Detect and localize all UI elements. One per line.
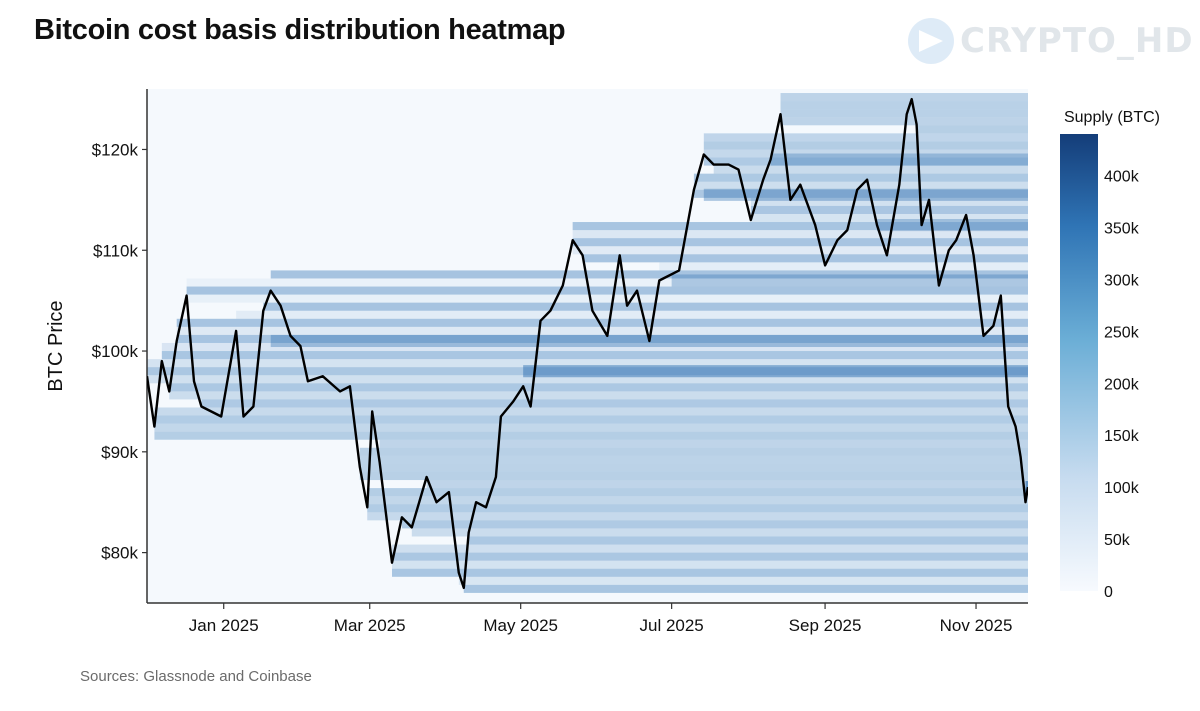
heat-band — [379, 439, 1028, 448]
heat-band — [176, 326, 1028, 335]
heat-band — [572, 230, 1028, 239]
heat-band — [458, 576, 1028, 585]
heat-band — [750, 205, 1028, 214]
heat-band — [154, 423, 1028, 432]
heat-band — [154, 415, 1028, 424]
x-tick-label: Jan 2025 — [189, 616, 259, 635]
heat-band — [703, 157, 1028, 166]
colorbar-tick-label: 100k — [1104, 480, 1140, 497]
heat-band — [391, 560, 1028, 569]
heat-band — [176, 334, 1028, 343]
heat-band — [391, 544, 1028, 553]
heat-band — [367, 496, 1028, 505]
heat-band — [750, 213, 1028, 223]
colorbar-tick-label: 300k — [1104, 272, 1140, 289]
heat-band — [750, 197, 1028, 206]
heat-band — [780, 117, 1028, 126]
heat-band — [693, 189, 1028, 198]
colorbar-tick-label: 400k — [1104, 169, 1140, 186]
heat-band — [703, 149, 1028, 158]
heat-band — [186, 294, 1028, 303]
heat-band-strong — [523, 365, 1028, 378]
x-tick-label: Sep 2025 — [789, 616, 862, 635]
heat-band — [263, 302, 1028, 311]
heat-band — [201, 399, 1028, 408]
x-tick-label: Jul 2025 — [639, 616, 703, 635]
heat-band — [916, 125, 1028, 134]
heat-band — [401, 520, 1028, 529]
heat-band — [367, 512, 1028, 521]
chart-title: Bitcoin cost basis distribution heatmap — [34, 14, 566, 46]
y-tick-label: $120k — [92, 140, 139, 159]
heat-band — [468, 536, 1028, 545]
telegram-plane-icon — [908, 18, 954, 64]
heat-band — [780, 109, 1028, 118]
colorbar-tick-label: 150k — [1104, 428, 1140, 445]
heat-band — [154, 431, 1028, 440]
heat-band — [572, 222, 1028, 231]
heat-band — [713, 165, 1028, 174]
heat-band — [359, 463, 1028, 472]
heat-band — [780, 101, 1028, 110]
heat-band — [236, 310, 1028, 319]
watermark: CRYPTO_HD — [908, 18, 1194, 64]
y-axis-label: BTC Price — [45, 300, 67, 391]
cost-basis-heat-layer — [147, 89, 1028, 603]
heat-band — [176, 318, 1028, 327]
colorbar-tick-label: 200k — [1104, 376, 1140, 393]
colorbar-tick-label: 0 — [1104, 584, 1113, 601]
price-line — [147, 97, 1028, 590]
heat-band — [147, 367, 1028, 376]
heat-band — [186, 286, 1028, 295]
heat-band — [161, 351, 1028, 360]
heat-band — [147, 375, 1028, 384]
heat-band — [411, 528, 1028, 537]
heat-band — [154, 407, 1028, 416]
heat-band — [359, 455, 1028, 464]
heat-band — [391, 552, 1028, 561]
heat-band — [426, 480, 1028, 489]
y-tick-label: $110k — [93, 241, 139, 260]
heat-band — [367, 504, 1028, 513]
y-tick-label: $100k — [92, 342, 139, 361]
heat-band — [693, 173, 1028, 182]
heat-band — [582, 254, 1028, 263]
heat-band — [169, 391, 1028, 400]
heat-band — [572, 246, 1028, 255]
colorbar-gradient — [1060, 134, 1098, 591]
heat-band — [367, 488, 1028, 497]
heat-band — [780, 93, 1028, 102]
heat-band — [391, 568, 1028, 577]
heat-band-strong — [671, 274, 1028, 287]
heat-band — [147, 359, 1028, 368]
heat-band — [161, 342, 1028, 352]
heat-band — [359, 447, 1028, 456]
y-tick-label: $90k — [101, 443, 138, 462]
colorbar-tick-label: 350k — [1104, 220, 1140, 237]
source-note: Sources: Glassnode and Coinbase — [80, 668, 312, 685]
colorbar-title: Supply (BTC) — [1064, 109, 1160, 126]
x-tick-label: Nov 2025 — [940, 616, 1013, 635]
watermark-text: CRYPTO_HD — [960, 21, 1194, 61]
y-tick-label: $80k — [101, 544, 138, 563]
colorbar-tick-label: 250k — [1104, 324, 1140, 341]
heat-band-strong — [877, 219, 1028, 232]
heat-band — [659, 262, 1028, 271]
heat-band — [169, 383, 1028, 392]
heat-band-strong — [1025, 481, 1028, 494]
x-tick-label: Mar 2025 — [334, 616, 406, 635]
heat-band — [703, 133, 1028, 142]
x-tick-label: May 2025 — [483, 616, 558, 635]
heat-band — [359, 471, 1028, 481]
heat-band — [270, 270, 1028, 279]
heat-band — [463, 584, 1028, 593]
heat-band — [186, 278, 1028, 287]
heat-band — [703, 141, 1028, 150]
heat-band-strong — [703, 188, 1028, 201]
colorbar-tick-label: 50k — [1104, 532, 1131, 549]
heat-band — [572, 238, 1028, 247]
colorbar: 0 50k 100k 150k 200k 250k 300k 350k 400k — [1060, 134, 1140, 601]
heat-band-strong — [770, 153, 1028, 166]
